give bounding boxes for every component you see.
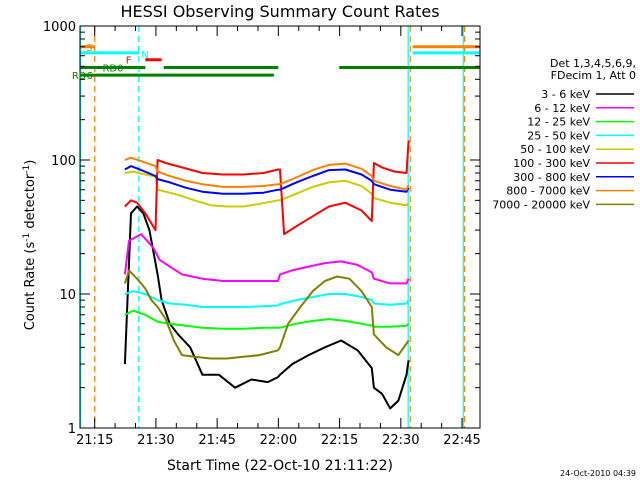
chart-title: HESSI Observing Summary Count Rates [120,2,439,21]
generation-timestamp: 24-Oct-2010 04:39 [560,469,636,478]
x-tick-label-1: 21:30 [137,433,174,448]
axes-frame [79,25,481,429]
legend-label-7: 800 - 7000 keV [506,185,590,198]
legend-label-3: 25 - 50 keV [527,129,590,142]
legend-label-5: 100 - 300 keV [513,157,590,170]
legend-label-4: 50 - 100 keV [520,143,590,156]
y-tick-label-3: 1000 [43,20,76,35]
legend-label-8: 7000 - 20000 keV [492,198,590,211]
series-line-3 [124,290,410,308]
legend-title-line-1: Det 1,3,4,5,6,9, [550,57,636,70]
flag-label-1: N [141,50,148,61]
series-line-6 [124,165,410,195]
flag-label-3: RD0 [102,64,123,75]
flag-label-0: S [86,43,92,54]
series-line-8 [123,269,410,360]
x-axis-label: Start Time (22-Oct-10 21:11:22) [167,458,393,474]
y-tick-label-0: 1 [68,422,76,437]
x-tick-label-0: 21:15 [76,433,113,448]
flag-label-4: RD6 [72,71,93,82]
y-axis-label: Count Rate (s-1 detector-1) [22,160,38,331]
flag-label-2: F [126,56,132,67]
series-line-5 [124,140,410,236]
legend-label-6: 300 - 800 keV [513,171,590,184]
legend: Det 1,3,4,5,6,9, FDecim 1, Att 0 3 - 6 k… [492,57,636,211]
axes: 1 10 100 1000 21:15 21:30 21:45 22:00 22:15 22:30… [43,20,481,448]
legend-title-line-2: FDecim 1, Att 0 [551,69,636,82]
legend-label-2: 12 - 25 keV [527,116,590,129]
y-tick-label-1: 10 [59,288,76,303]
x-tick-label-2: 21:45 [198,433,235,448]
series-line-7 [124,156,410,191]
series-line-1 [123,233,410,285]
plot-area [80,26,480,428]
legend-label-1: 6 - 12 keV [534,102,590,115]
x-tick-label-5: 22:30 [382,433,419,448]
series-line-0 [123,205,410,410]
x-tick-label-6: 22:45 [443,433,480,448]
legend-label-0: 3 - 6 keV [541,88,590,101]
x-tick-label-4: 22:15 [321,433,358,448]
y-tick-label-2: 100 [51,154,76,169]
x-tick-label-3: 22:00 [260,433,297,448]
